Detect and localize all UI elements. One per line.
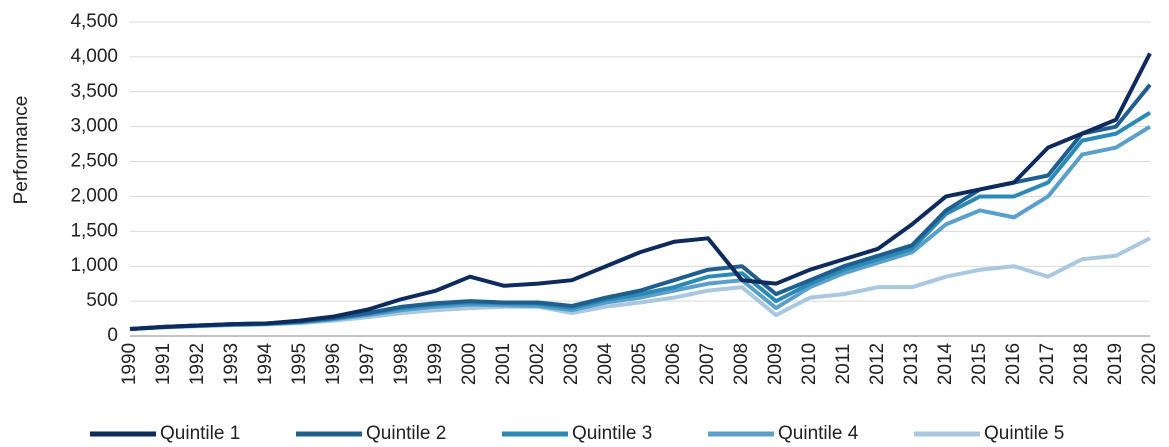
x-tick-label: 2020 <box>1139 343 1160 385</box>
y-tick-label: 4,500 <box>70 11 118 32</box>
x-tick-label: 2013 <box>901 343 922 385</box>
x-tick-label: 2015 <box>969 343 990 385</box>
x-tick-label: 1993 <box>221 343 242 385</box>
x-tick-label: 1994 <box>255 342 276 385</box>
x-tick-label: 2007 <box>697 343 718 385</box>
x-tick-label: 2009 <box>765 343 786 385</box>
x-tick-label: 2001 <box>493 343 514 385</box>
x-tick-label: 1997 <box>357 343 378 385</box>
x-tick-label: 2018 <box>1071 343 1092 385</box>
y-tick-label: 3,500 <box>70 81 118 102</box>
y-tick-label: 1,500 <box>70 220 118 241</box>
x-tick-label: 2004 <box>595 342 616 385</box>
x-tick-label: 2006 <box>663 343 684 385</box>
x-tick-label: 2011 <box>833 344 854 385</box>
y-tick-label: 1,000 <box>70 255 118 276</box>
legend-label: Quintile 3 <box>572 423 652 444</box>
legend-label: Quintile 4 <box>778 423 859 444</box>
x-tick-label: 1999 <box>425 343 446 385</box>
x-tick-label: 2010 <box>799 343 820 385</box>
x-tick-label: 2017 <box>1037 343 1058 385</box>
y-tick-label: 500 <box>86 290 118 311</box>
x-tick-label: 2003 <box>561 343 582 385</box>
x-tick-label: 2019 <box>1105 343 1126 385</box>
series-line <box>129 83 1152 332</box>
x-tick-label: 1990 <box>119 343 140 385</box>
x-tick-label: 1992 <box>187 343 208 385</box>
x-tick-label: 1995 <box>289 343 310 385</box>
x-tick-label: 2002 <box>527 343 548 385</box>
x-tick-label: 2012 <box>867 343 888 385</box>
x-tick-label: 1991 <box>153 343 174 385</box>
x-tick-label: 2008 <box>731 343 752 385</box>
y-tick-label: 3,000 <box>70 116 118 137</box>
y-tick-label: 2,500 <box>70 151 118 172</box>
y-tick-label: 0 <box>107 325 118 346</box>
y-tick-label: 2,000 <box>70 185 118 206</box>
series-line <box>129 124 1152 332</box>
x-tick-label: 2005 <box>629 343 650 385</box>
x-tick-label: 1996 <box>323 343 344 385</box>
legend-label: Quintile 1 <box>160 423 240 444</box>
x-tick-label: 2000 <box>459 343 480 385</box>
x-tick-label: 2014 <box>935 342 956 385</box>
x-tick-label: 1998 <box>391 343 412 385</box>
y-axis-title: Performance <box>11 96 32 205</box>
legend-label: Quintile 2 <box>366 423 446 444</box>
x-tick-label: 2016 <box>1003 343 1024 385</box>
series-line <box>129 52 1152 332</box>
legend-label: Quintile 5 <box>984 423 1064 444</box>
y-tick-label: 4,000 <box>70 46 118 67</box>
